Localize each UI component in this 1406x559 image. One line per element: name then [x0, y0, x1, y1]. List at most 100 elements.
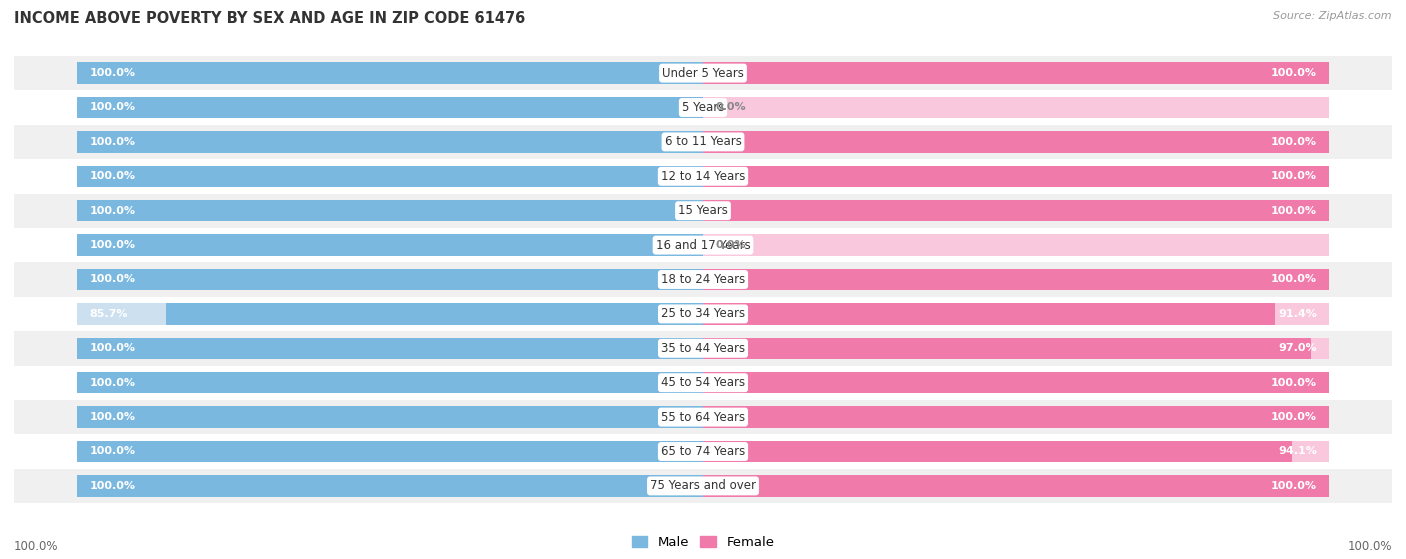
Bar	[77, 200, 703, 221]
Bar	[77, 406, 703, 428]
Text: 100.0%: 100.0%	[89, 412, 135, 422]
Bar	[703, 406, 1329, 428]
Bar	[77, 63, 703, 84]
Text: 6 to 11 Years: 6 to 11 Years	[665, 135, 741, 148]
Bar	[14, 400, 1392, 434]
Text: 85.7%: 85.7%	[89, 309, 128, 319]
Bar	[14, 125, 1392, 159]
Bar	[77, 97, 703, 118]
Text: 100.0%: 100.0%	[89, 481, 135, 491]
Bar	[77, 234, 703, 256]
Text: 35 to 44 Years: 35 to 44 Years	[661, 342, 745, 355]
Bar	[77, 165, 703, 187]
Bar	[703, 131, 1329, 153]
Text: 18 to 24 Years: 18 to 24 Years	[661, 273, 745, 286]
Bar	[703, 269, 1329, 290]
Text: 100.0%: 100.0%	[1271, 274, 1317, 285]
Bar	[77, 406, 703, 428]
Bar	[14, 159, 1392, 193]
Bar	[703, 441, 1329, 462]
Text: Source: ZipAtlas.com: Source: ZipAtlas.com	[1274, 11, 1392, 21]
Bar	[77, 303, 703, 325]
Bar	[14, 262, 1392, 297]
Bar	[703, 303, 1329, 325]
Text: 100.0%: 100.0%	[89, 240, 135, 250]
Bar	[703, 441, 1292, 462]
Bar	[77, 372, 703, 394]
Bar	[703, 303, 1275, 325]
Text: 45 to 54 Years: 45 to 54 Years	[661, 376, 745, 389]
Bar	[703, 131, 1329, 153]
Bar	[703, 475, 1329, 496]
Text: 75 Years and over: 75 Years and over	[650, 480, 756, 492]
Text: 65 to 74 Years: 65 to 74 Years	[661, 445, 745, 458]
Text: 97.0%: 97.0%	[1278, 343, 1317, 353]
Bar	[77, 131, 703, 153]
Text: Under 5 Years: Under 5 Years	[662, 67, 744, 79]
Text: 15 Years: 15 Years	[678, 204, 728, 217]
Bar	[703, 63, 1329, 84]
Bar	[14, 434, 1392, 468]
Bar	[77, 131, 703, 153]
Bar	[703, 200, 1329, 221]
Text: INCOME ABOVE POVERTY BY SEX AND AGE IN ZIP CODE 61476: INCOME ABOVE POVERTY BY SEX AND AGE IN Z…	[14, 11, 526, 26]
Text: 0.0%: 0.0%	[716, 240, 747, 250]
Bar	[703, 406, 1329, 428]
Bar	[14, 331, 1392, 366]
Bar	[77, 165, 703, 187]
Bar	[77, 475, 703, 496]
Bar	[703, 338, 1310, 359]
Bar	[703, 372, 1329, 394]
Bar	[14, 297, 1392, 331]
Bar	[77, 200, 703, 221]
Bar	[703, 200, 1329, 221]
Text: 100.0%: 100.0%	[1271, 171, 1317, 181]
Text: 100.0%: 100.0%	[1271, 378, 1317, 388]
Text: 5 Years: 5 Years	[682, 101, 724, 114]
Bar	[166, 303, 703, 325]
Bar	[703, 269, 1329, 290]
Bar	[703, 97, 1329, 118]
Bar	[77, 269, 703, 290]
Text: 100.0%: 100.0%	[89, 274, 135, 285]
Text: 100.0%: 100.0%	[89, 206, 135, 216]
Bar	[77, 338, 703, 359]
Text: 12 to 14 Years: 12 to 14 Years	[661, 170, 745, 183]
Text: 100.0%: 100.0%	[1347, 541, 1392, 553]
Text: 100.0%: 100.0%	[14, 541, 59, 553]
Bar	[703, 165, 1329, 187]
Text: 100.0%: 100.0%	[89, 171, 135, 181]
Bar	[14, 91, 1392, 125]
Text: 100.0%: 100.0%	[1271, 68, 1317, 78]
Bar	[703, 234, 1329, 256]
Bar	[703, 165, 1329, 187]
Bar	[703, 372, 1329, 394]
Bar	[14, 228, 1392, 262]
Bar	[14, 468, 1392, 503]
Text: 25 to 34 Years: 25 to 34 Years	[661, 307, 745, 320]
Text: 100.0%: 100.0%	[89, 102, 135, 112]
Text: 100.0%: 100.0%	[89, 378, 135, 388]
Text: 100.0%: 100.0%	[1271, 206, 1317, 216]
Text: 100.0%: 100.0%	[89, 137, 135, 147]
Bar	[77, 372, 703, 394]
Bar	[703, 338, 1329, 359]
Legend: Male, Female: Male, Female	[626, 531, 780, 555]
Text: 100.0%: 100.0%	[1271, 412, 1317, 422]
Text: 91.4%: 91.4%	[1278, 309, 1317, 319]
Text: 0.0%: 0.0%	[716, 102, 747, 112]
Bar	[14, 56, 1392, 91]
Bar	[77, 269, 703, 290]
Text: 100.0%: 100.0%	[89, 343, 135, 353]
Bar	[703, 475, 1329, 496]
Text: 100.0%: 100.0%	[89, 68, 135, 78]
Text: 100.0%: 100.0%	[1271, 481, 1317, 491]
Bar	[14, 366, 1392, 400]
Bar	[14, 193, 1392, 228]
Text: 16 and 17 Years: 16 and 17 Years	[655, 239, 751, 252]
Text: 94.1%: 94.1%	[1278, 447, 1317, 457]
Bar	[77, 441, 703, 462]
Bar	[77, 338, 703, 359]
Bar	[77, 63, 703, 84]
Text: 100.0%: 100.0%	[1271, 137, 1317, 147]
